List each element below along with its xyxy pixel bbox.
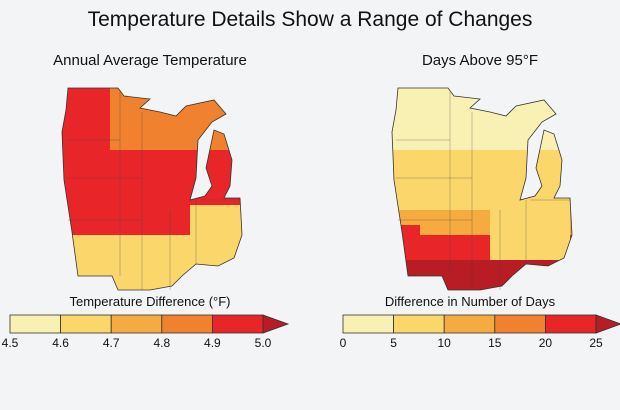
colorbar-tick: 25	[589, 336, 603, 350]
map-region	[392, 88, 572, 115]
colorbar-tick: 0	[339, 336, 347, 350]
right-map	[391, 87, 573, 291]
colorbar-segment	[9, 314, 61, 334]
map-region	[392, 150, 572, 185]
colorbar-arrow	[595, 314, 620, 334]
left-map	[61, 87, 243, 291]
colorbar-tick: 5.0	[254, 336, 272, 350]
right-map-title: Days Above 95°F	[421, 52, 539, 69]
colorbar-segment	[211, 314, 264, 334]
colorbar-segment	[161, 314, 213, 334]
colorbar-arrow	[262, 314, 290, 334]
colorbar-segment	[494, 314, 546, 334]
colorbar-segment	[393, 314, 445, 334]
colorbar-segment	[443, 314, 496, 334]
left-legend-title: Temperature Difference (°F)	[69, 294, 231, 309]
left-colorbar	[9, 314, 290, 334]
left-map-title: Annual Average Temperature	[53, 52, 247, 69]
colorbar-segment	[60, 314, 112, 334]
colorbar-tick: 4.9	[204, 336, 221, 350]
colorbar-tick: 4.8	[153, 336, 171, 350]
colorbar-tick: 10	[437, 336, 451, 350]
colorbar-segment	[110, 314, 163, 334]
map-outline	[61, 87, 243, 291]
colorbar-tick: 4.7	[102, 336, 120, 350]
figure-title: Temperature Details Show a Range of Chan…	[87, 8, 533, 31]
colorbar-segment	[545, 314, 597, 334]
right-legend-title: Difference in Number of Days	[384, 294, 556, 309]
map-outline	[391, 87, 573, 291]
right-colorbar	[342, 314, 620, 334]
colorbar-segment	[342, 314, 394, 334]
colorbar-tick: 5	[390, 336, 397, 350]
colorbar-tick: 4.5	[1, 336, 19, 350]
colorbar-tick: 15	[488, 336, 502, 350]
colorbar-tick: 20	[538, 336, 553, 350]
colorbar-tick: 4.6	[52, 336, 69, 350]
